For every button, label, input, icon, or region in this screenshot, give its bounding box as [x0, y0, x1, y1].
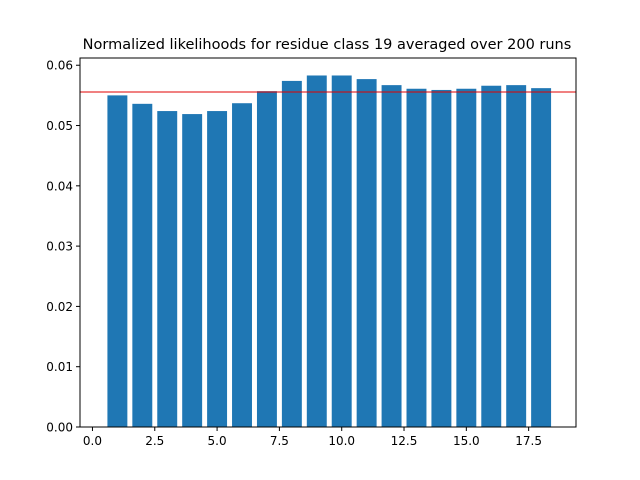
- bar-7: [256, 91, 277, 427]
- plot-frame: [79, 57, 577, 428]
- y-tick-label: 0.04: [46, 179, 73, 193]
- y-tick-label: 0.00: [46, 421, 73, 435]
- bar-8: [281, 80, 302, 427]
- x-tick-label: 2.5: [145, 434, 164, 448]
- chart-title: Normalized likelihoods for residue class…: [83, 37, 572, 53]
- bar-18: [531, 88, 552, 427]
- y-tick-label: 0.02: [46, 300, 73, 314]
- x-tick-label: 0.0: [83, 434, 102, 448]
- bar-11: [356, 79, 377, 428]
- y-tick-label: 0.05: [46, 119, 73, 133]
- bar-4: [182, 114, 203, 427]
- bar-9: [306, 75, 327, 427]
- y-tick-label: 0.03: [46, 240, 73, 254]
- x-tick-label: 17.5: [515, 434, 542, 448]
- bar-5: [207, 111, 228, 427]
- bar-16: [481, 85, 502, 427]
- bar-6: [232, 103, 252, 428]
- x-tick-label: 15.0: [453, 434, 480, 448]
- bar-3: [157, 111, 178, 427]
- bar-15: [456, 88, 477, 427]
- bar-12: [381, 85, 402, 427]
- x-tick-label: 5.0: [208, 434, 227, 448]
- plot-area: 0.0 2.5 5.0 7.5 10.0 12.5 15.0 17.5 0.00 0.01 0.02…: [46, 57, 577, 448]
- bar-14: [431, 89, 452, 428]
- y-tick-label: 0.06: [46, 59, 73, 73]
- bar-2: [132, 103, 153, 427]
- bar-10: [331, 75, 352, 427]
- x-tick-label: 12.5: [391, 434, 418, 448]
- bar-13: [406, 88, 427, 427]
- bar-1: [107, 95, 128, 427]
- y-tick-label: 0.01: [46, 360, 73, 374]
- x-tick-label: 10.0: [328, 434, 355, 448]
- bar-17: [506, 85, 527, 427]
- x-tick-label: 7.5: [270, 434, 289, 448]
